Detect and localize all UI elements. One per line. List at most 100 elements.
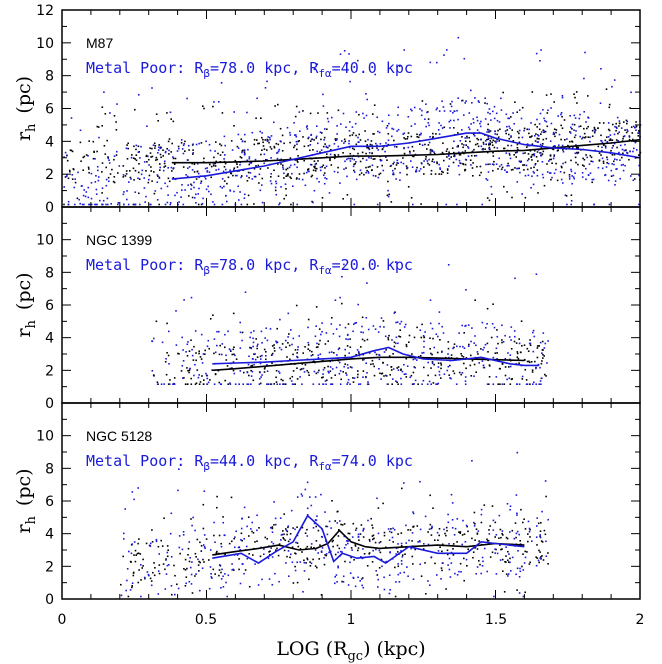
scatter-point [389,551,391,554]
scatter-point [351,549,353,551]
scatter-point [256,356,259,358]
scatter-point [457,165,460,167]
scatter-point [201,375,203,377]
scatter-point [605,166,608,168]
scatter-point [626,128,628,131]
scatter-point [145,542,148,545]
scatter-point [142,565,144,567]
scatter-point [329,366,332,368]
scatter-point [156,383,159,385]
scatter-point [194,529,196,532]
scatter-point [400,383,403,385]
scatter-point [407,529,409,531]
scatter-point [379,159,382,161]
scatter-point [259,130,261,133]
scatter-point [227,574,230,577]
scatter-point [570,126,572,129]
scatter-point [552,145,555,148]
scatter-point [249,346,251,349]
scatter-point [635,121,637,123]
scatter-point [213,203,216,206]
scatter-point [327,120,330,123]
scatter-point [441,569,443,572]
scatter-point [464,102,466,104]
scatter-point [511,129,513,131]
scatter-point [533,381,535,384]
scatter-point [536,141,539,143]
scatter-point [310,504,313,507]
scatter-point [357,373,359,376]
scatter-point [611,163,613,165]
scatter-point [238,558,240,560]
scatter-point [341,524,344,526]
scatter-point [377,331,380,333]
scatter-point [610,150,612,152]
scatter-point [392,353,394,355]
scatter-point [323,182,326,185]
scatter-point [628,135,631,137]
scatter-point [589,136,591,139]
scatter-point [249,162,252,164]
scatter-point [343,365,345,368]
scatter-point [402,133,404,135]
scatter-point [550,107,552,109]
scatter-point [198,187,200,190]
scatter-point [376,116,378,119]
scatter-point [278,372,281,374]
scatter-point [630,91,632,94]
scatter-point [306,545,309,548]
scatter-point [583,77,585,80]
scatter-point [365,93,367,95]
scatter-point [539,341,542,344]
scatter-point [263,148,266,150]
scatter-point [314,565,317,567]
scatter-point [326,117,329,120]
scatter-point [397,551,399,553]
scatter-point [266,80,268,83]
scatter-point [259,555,262,558]
scatter-point [527,153,530,155]
scatter-point [283,177,285,179]
scatter-point [534,360,536,363]
scatter-point [271,527,274,530]
scatter-point [443,373,446,375]
scatter-point [456,541,458,543]
scatter-point [400,542,403,545]
scatter-point [491,141,493,144]
scatter-point [467,530,469,533]
scatter-point [353,559,355,561]
scatter-point [341,275,343,278]
scatter-point [143,177,145,179]
scatter-point [449,364,451,367]
scatter-point [92,140,95,143]
scatter-point [372,549,374,552]
scatter-point [488,108,491,110]
scatter-point [518,136,520,139]
scatter-point [370,157,372,159]
scatter-point [485,143,487,146]
scatter-point [467,548,469,550]
scatter-point [253,330,255,332]
scatter-point [436,161,438,163]
scatter-point [132,571,135,574]
scatter-point [535,133,537,135]
scatter-point [220,571,222,574]
scatter-point [292,353,294,356]
scatter-point [316,150,318,153]
scatter-point [151,155,154,158]
scatter-point [348,53,350,55]
scatter-point [362,530,364,532]
scatter-point [427,361,429,364]
scatter-point [179,552,181,555]
scatter-point [461,355,463,357]
scatter-point [169,202,172,204]
scatter-point [386,383,389,385]
scatter-point [447,341,450,343]
scatter-point [419,329,422,331]
scatter-point [276,157,279,160]
scatter-point [218,101,220,103]
scatter-point [323,172,326,174]
scatter-point [194,197,196,199]
